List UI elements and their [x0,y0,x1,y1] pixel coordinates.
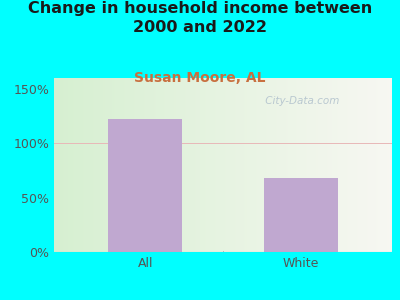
Text: Susan Moore, AL: Susan Moore, AL [134,70,266,85]
Text: Change in household income between
2000 and 2022: Change in household income between 2000 … [28,2,372,35]
Bar [108,119,182,252]
Bar [264,178,338,252]
Text: City-Data.com: City-Data.com [262,96,340,106]
